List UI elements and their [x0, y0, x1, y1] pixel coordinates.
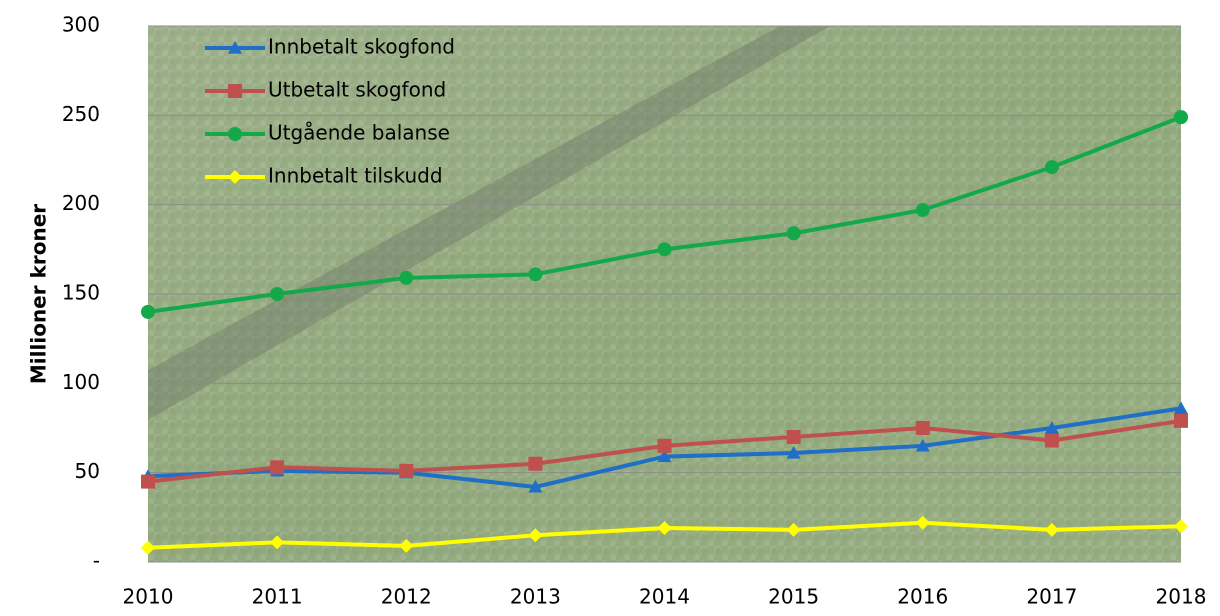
- point: [916, 203, 930, 217]
- y-tick-label: 150: [62, 281, 100, 305]
- point: [1174, 110, 1188, 124]
- point: [787, 430, 801, 444]
- point: [270, 460, 284, 474]
- point: [399, 464, 413, 478]
- legend-label: Utbetalt skogfond: [268, 78, 446, 102]
- legend-label: Utgående balanse: [268, 121, 450, 145]
- point: [528, 267, 542, 281]
- legend-label: Innbetalt tilskudd: [268, 164, 443, 188]
- x-tick-label: 2011: [252, 585, 303, 609]
- y-tick-label: -: [93, 549, 100, 573]
- chart: Millioner kroner - 50 100 150 200 250 300 2010 2…: [0, 0, 1220, 612]
- x-tick-label: 2012: [381, 585, 432, 609]
- x-tick-label: 2017: [1026, 585, 1077, 609]
- point: [658, 439, 672, 453]
- point: [399, 271, 413, 285]
- x-tick-label: 2015: [768, 585, 819, 609]
- x-tick-label: 2018: [1156, 585, 1207, 609]
- y-tick-label: 100: [62, 370, 100, 394]
- y-tick-label: 250: [62, 102, 100, 126]
- point: [141, 475, 155, 489]
- x-tick-label: 2010: [123, 585, 174, 609]
- legend-marker: [228, 127, 242, 141]
- y-tick-label: 300: [62, 13, 100, 37]
- point: [916, 421, 930, 435]
- point: [1045, 160, 1059, 174]
- point: [1045, 434, 1059, 448]
- x-tick-label: 2016: [897, 585, 948, 609]
- y-axis-label: Millioner kroner: [27, 204, 51, 384]
- point: [787, 226, 801, 240]
- y-tick-label: 50: [75, 459, 100, 483]
- x-tick-label: 2014: [639, 585, 690, 609]
- point: [528, 457, 542, 471]
- point: [658, 242, 672, 256]
- point: [141, 305, 155, 319]
- x-tick-label: 2013: [510, 585, 561, 609]
- legend-marker: [228, 84, 242, 98]
- point: [270, 287, 284, 301]
- point: [1174, 414, 1188, 428]
- y-tick-label: 200: [62, 191, 100, 215]
- legend-label: Innbetalt skogfond: [268, 35, 455, 59]
